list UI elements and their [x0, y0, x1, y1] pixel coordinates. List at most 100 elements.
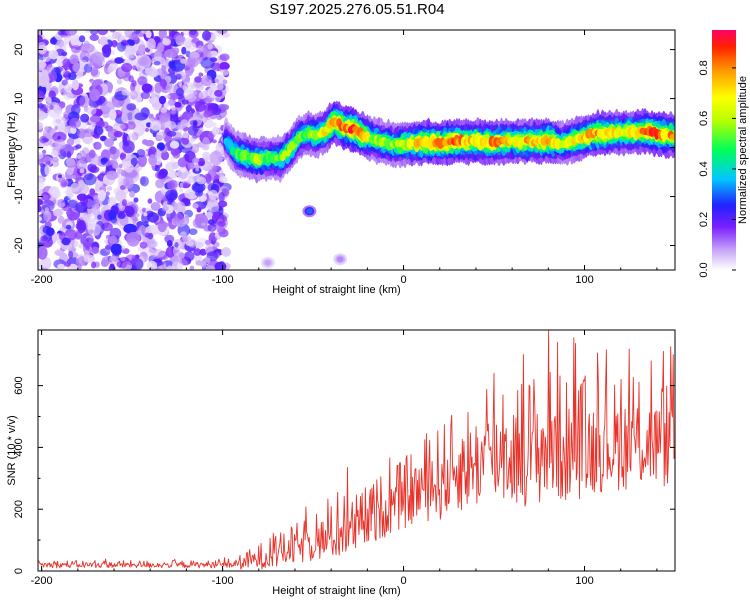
noise-speckle	[152, 96, 159, 103]
noise-speckle	[67, 137, 75, 146]
noise-speckle	[185, 241, 194, 247]
noise-speckle	[91, 261, 97, 269]
noise-speckle	[177, 166, 189, 181]
noise-speckle	[211, 236, 218, 242]
noise-speckle	[112, 163, 119, 169]
noise-speckle	[114, 57, 124, 64]
noise-speckle	[166, 130, 177, 137]
noise-speckle	[38, 205, 42, 213]
noise-speckle	[155, 131, 166, 140]
noise-speckle	[179, 188, 184, 193]
noise-speckle	[214, 89, 223, 97]
noise-speckle	[170, 110, 176, 115]
noise-speckle	[124, 254, 138, 266]
noise-speckle	[126, 121, 136, 130]
noise-speckle	[121, 199, 127, 207]
noise-speckle	[78, 35, 86, 43]
noise-speckle	[66, 167, 74, 175]
noise-speckle	[170, 156, 175, 163]
noise-speckle	[209, 57, 218, 62]
noise-speckle	[75, 231, 83, 240]
noise-speckle	[206, 51, 212, 59]
noise-speckle	[200, 75, 213, 87]
y-tick-label: -10	[13, 189, 25, 205]
noise-speckle	[108, 147, 120, 160]
noise-speckle	[153, 61, 161, 66]
noise-speckle	[133, 197, 139, 203]
noise-speckle	[169, 140, 180, 149]
noise-speckle	[70, 45, 82, 54]
colorbar-gradient	[712, 30, 736, 270]
noise-speckle	[175, 73, 182, 80]
noise-speckle	[138, 44, 147, 53]
snr-panel: -200 -100 0 100 0 200 400 600 Height of straigh…	[6, 329, 676, 597]
noise-speckle	[137, 247, 142, 252]
noise-speckle	[89, 34, 100, 41]
noise-speckle	[111, 31, 122, 40]
noise-speckle	[178, 252, 185, 259]
noise-speckle	[66, 159, 77, 170]
noise-speckle	[46, 64, 55, 72]
noise-speckle	[109, 30, 116, 33]
noise-speckle	[120, 256, 126, 262]
noise-speckle	[173, 212, 183, 222]
noise-speckle	[80, 195, 89, 206]
noise-speckle	[201, 30, 212, 41]
noise-speckle	[194, 213, 209, 229]
noise-speckle	[220, 69, 230, 76]
colorbar-tick-label: 0.8	[698, 60, 710, 75]
noise-speckle	[174, 35, 186, 43]
noise-speckle	[40, 238, 47, 245]
spectral-blob	[306, 208, 313, 214]
noise-speckle	[220, 104, 230, 111]
noise-speckle	[76, 159, 87, 170]
noise-speckle	[58, 174, 62, 179]
noise-speckle	[79, 50, 90, 63]
x-tick-label: -200	[31, 575, 53, 587]
noise-speckle	[175, 87, 184, 96]
noise-speckle	[63, 111, 69, 118]
noise-speckle	[66, 210, 71, 215]
noise-speckle	[152, 132, 157, 137]
noise-speckle	[170, 147, 180, 157]
noise-speckle	[146, 237, 156, 245]
noise-speckle	[73, 98, 81, 109]
noise-speckle	[121, 89, 131, 96]
noise-speckle	[38, 152, 44, 160]
noise-speckle	[208, 189, 218, 200]
noise-speckle	[38, 246, 48, 260]
noise-speckle	[136, 148, 146, 158]
noise-speckle	[128, 75, 134, 83]
colorbar-ticks: 0.0 0.2 0.4 0.6 0.8	[698, 60, 736, 278]
noise-speckle	[180, 231, 187, 238]
noise-speckle	[181, 137, 190, 145]
noise-speckle	[64, 261, 71, 267]
noise-speckle	[160, 150, 170, 161]
spectrogram-frame	[37, 29, 676, 271]
noise-speckle	[187, 160, 195, 170]
noise-speckle	[199, 58, 204, 63]
noise-speckle	[205, 265, 215, 270]
noise-speckle	[133, 30, 141, 34]
noise-speckle	[132, 65, 137, 71]
noise-speckle	[205, 97, 213, 103]
noise-speckle	[200, 195, 207, 202]
noise-speckle	[140, 91, 151, 100]
noise-speckle	[202, 137, 210, 150]
noise-speckle	[72, 79, 79, 91]
noise-speckle	[218, 192, 225, 203]
noise-speckle	[195, 166, 200, 172]
noise-speckle	[58, 176, 66, 184]
noise-speckle	[141, 83, 153, 93]
noise-speckle	[39, 135, 48, 144]
noise-speckle	[143, 212, 148, 217]
noise-speckle	[190, 108, 195, 114]
noise-speckle	[106, 170, 119, 180]
noise-speckle	[123, 223, 138, 234]
noise-speckle	[65, 224, 72, 230]
noise-speckle	[219, 169, 224, 174]
noise-speckle	[109, 263, 115, 269]
noise-speckle	[187, 175, 195, 184]
y-tick-label: 20	[13, 43, 25, 55]
